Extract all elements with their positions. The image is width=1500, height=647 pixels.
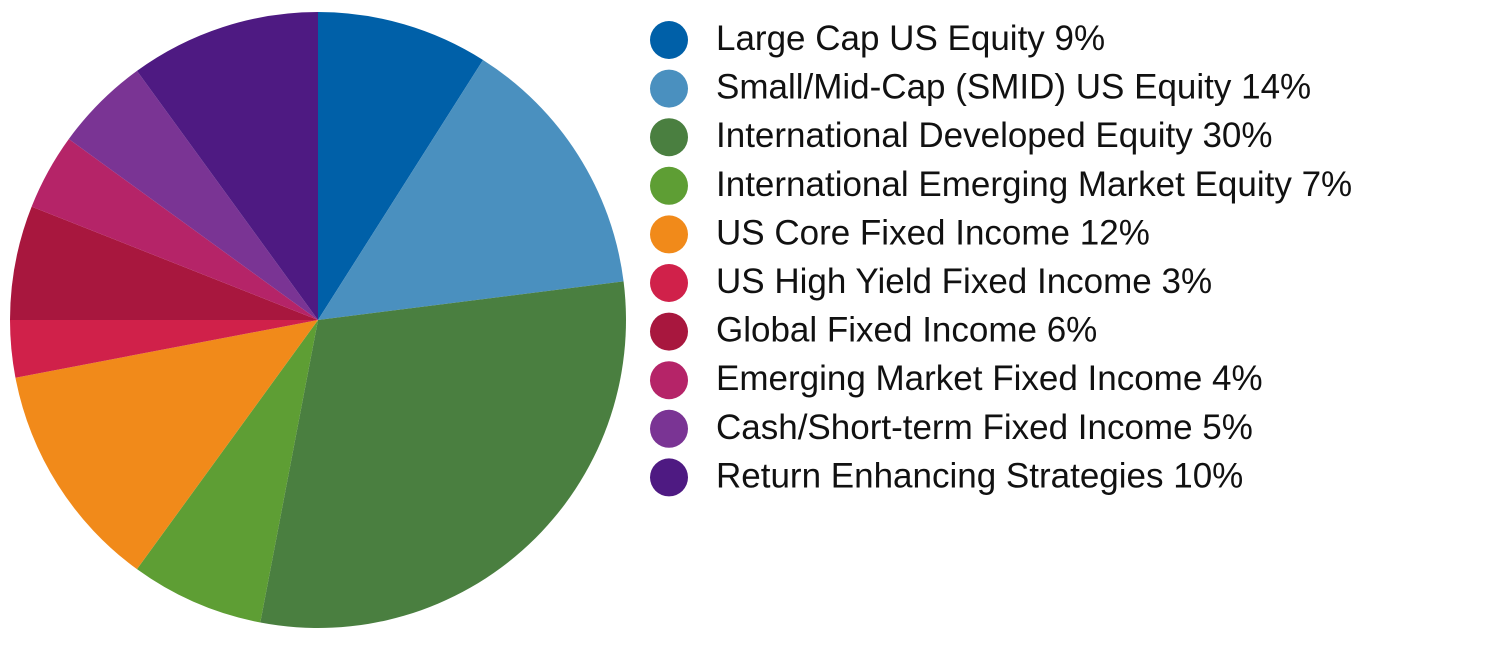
pie-slice xyxy=(136,12,318,320)
legend-name: International Emerging Market Equity xyxy=(716,165,1292,204)
pie-slice xyxy=(31,138,318,320)
legend-marker xyxy=(650,264,688,302)
legend-value: 10% xyxy=(1173,457,1243,496)
pie-slice xyxy=(260,281,626,629)
legend-label: Small/Mid-Cap (SMID) US Equity 14% xyxy=(716,68,1311,107)
legend-value: 12% xyxy=(1080,214,1150,253)
legend-name: Global Fixed Income xyxy=(716,311,1037,350)
pie-slice xyxy=(15,320,318,570)
legend-value: 3% xyxy=(1162,262,1213,301)
legend-marker xyxy=(650,458,688,497)
legend-label: US High Yield Fixed Income 3% xyxy=(716,262,1212,301)
legend-value: 30% xyxy=(1202,116,1272,155)
pie-slice xyxy=(10,320,318,378)
legend-marker xyxy=(650,118,688,157)
pie-slice xyxy=(318,12,484,320)
legend-marker xyxy=(650,21,688,59)
legend-label: International Developed Equity 30% xyxy=(716,116,1273,155)
legend-label: Cash/Short-term Fixed Income 5% xyxy=(716,408,1253,447)
legend-marker xyxy=(650,361,688,400)
legend-name: US Core Fixed Income xyxy=(716,214,1070,253)
legend-marker xyxy=(650,215,688,254)
pie-slice xyxy=(136,320,318,623)
legend-name: Cash/Short-term Fixed Income xyxy=(716,408,1193,447)
legend-label: Large Cap US Equity 9% xyxy=(716,19,1105,58)
legend-marker xyxy=(650,312,688,351)
legend-marker xyxy=(650,69,688,108)
legend-value: 6% xyxy=(1047,311,1098,350)
pie-slice xyxy=(318,59,624,321)
legend-label: Emerging Market Fixed Income 4% xyxy=(716,359,1263,398)
legend-value: 14% xyxy=(1241,68,1311,107)
legend-name: Emerging Market Fixed Income xyxy=(716,359,1202,398)
legend-name: Small/Mid-Cap (SMID) US Equity xyxy=(716,68,1232,107)
legend-value: 4% xyxy=(1212,359,1263,398)
legend-label: US Core Fixed Income 12% xyxy=(716,214,1150,253)
legend-name: US High Yield Fixed Income xyxy=(716,262,1152,301)
pie-slice xyxy=(68,70,318,320)
legend-label: International Emerging Market Equity 7% xyxy=(716,165,1352,204)
legend-value: 7% xyxy=(1302,165,1353,204)
legend-label: Global Fixed Income 6% xyxy=(716,311,1097,350)
legend-marker xyxy=(650,166,688,205)
legend-value: 5% xyxy=(1202,408,1253,447)
legend-marker xyxy=(650,409,688,448)
legend-name: Large Cap US Equity xyxy=(716,19,1045,58)
legend-label: Return Enhancing Strategies 10% xyxy=(716,457,1243,496)
legend-name: Return Enhancing Strategies xyxy=(716,457,1164,496)
pie-slice xyxy=(10,206,318,320)
legend-name: International Developed Equity xyxy=(716,116,1193,155)
legend-value: 9% xyxy=(1055,19,1106,58)
